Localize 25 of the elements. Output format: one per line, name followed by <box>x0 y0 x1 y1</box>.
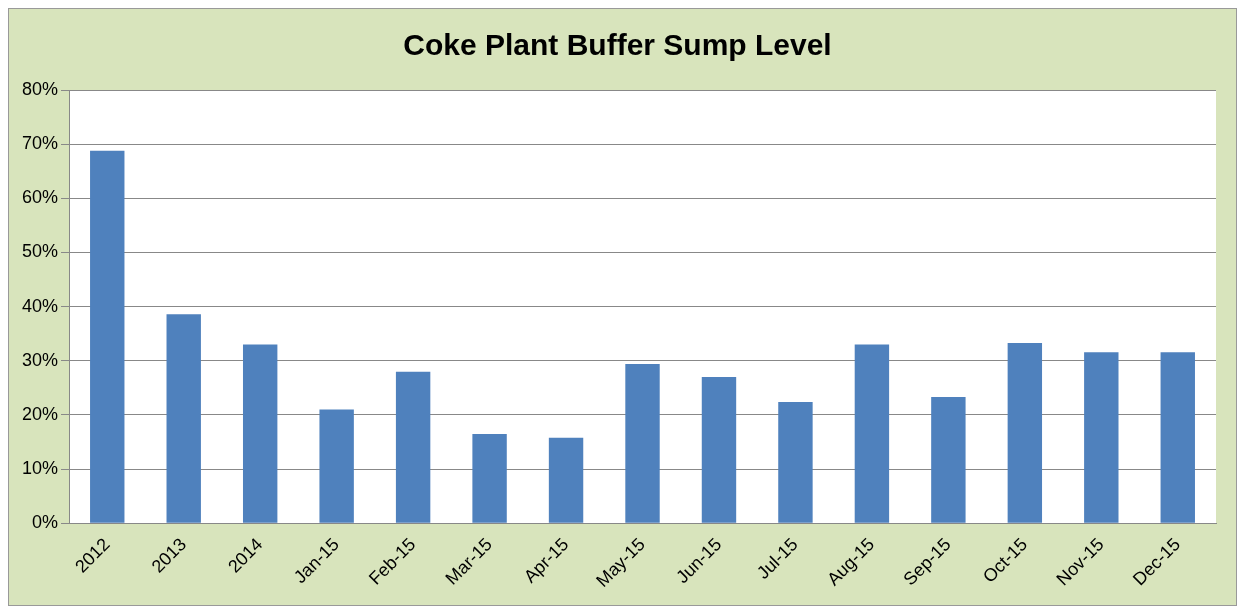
bar <box>319 409 354 523</box>
bar <box>931 397 966 523</box>
y-tick-label: 60% <box>22 187 59 208</box>
y-tick-label: 40% <box>22 295 59 316</box>
bar <box>90 150 125 523</box>
y-tick-label: 80% <box>22 78 59 99</box>
bar <box>166 314 201 523</box>
y-tick-label: 0% <box>32 512 59 533</box>
y-tick-label: 30% <box>22 349 59 370</box>
bar <box>1007 342 1043 523</box>
y-tick-label: 20% <box>22 403 59 424</box>
bar <box>242 344 278 523</box>
chart-title: Coke Plant Buffer Sump Level <box>403 28 832 62</box>
bar <box>1084 352 1119 523</box>
y-tick-label: 10% <box>22 458 59 479</box>
bar <box>1160 352 1195 523</box>
bar <box>625 364 660 523</box>
bar <box>548 437 584 523</box>
y-tick-label: 70% <box>22 133 59 154</box>
y-tick-label: 50% <box>22 241 59 262</box>
bar <box>395 371 431 523</box>
bar <box>701 377 737 523</box>
bar <box>778 401 813 523</box>
bar <box>854 344 890 523</box>
bar <box>472 433 507 523</box>
